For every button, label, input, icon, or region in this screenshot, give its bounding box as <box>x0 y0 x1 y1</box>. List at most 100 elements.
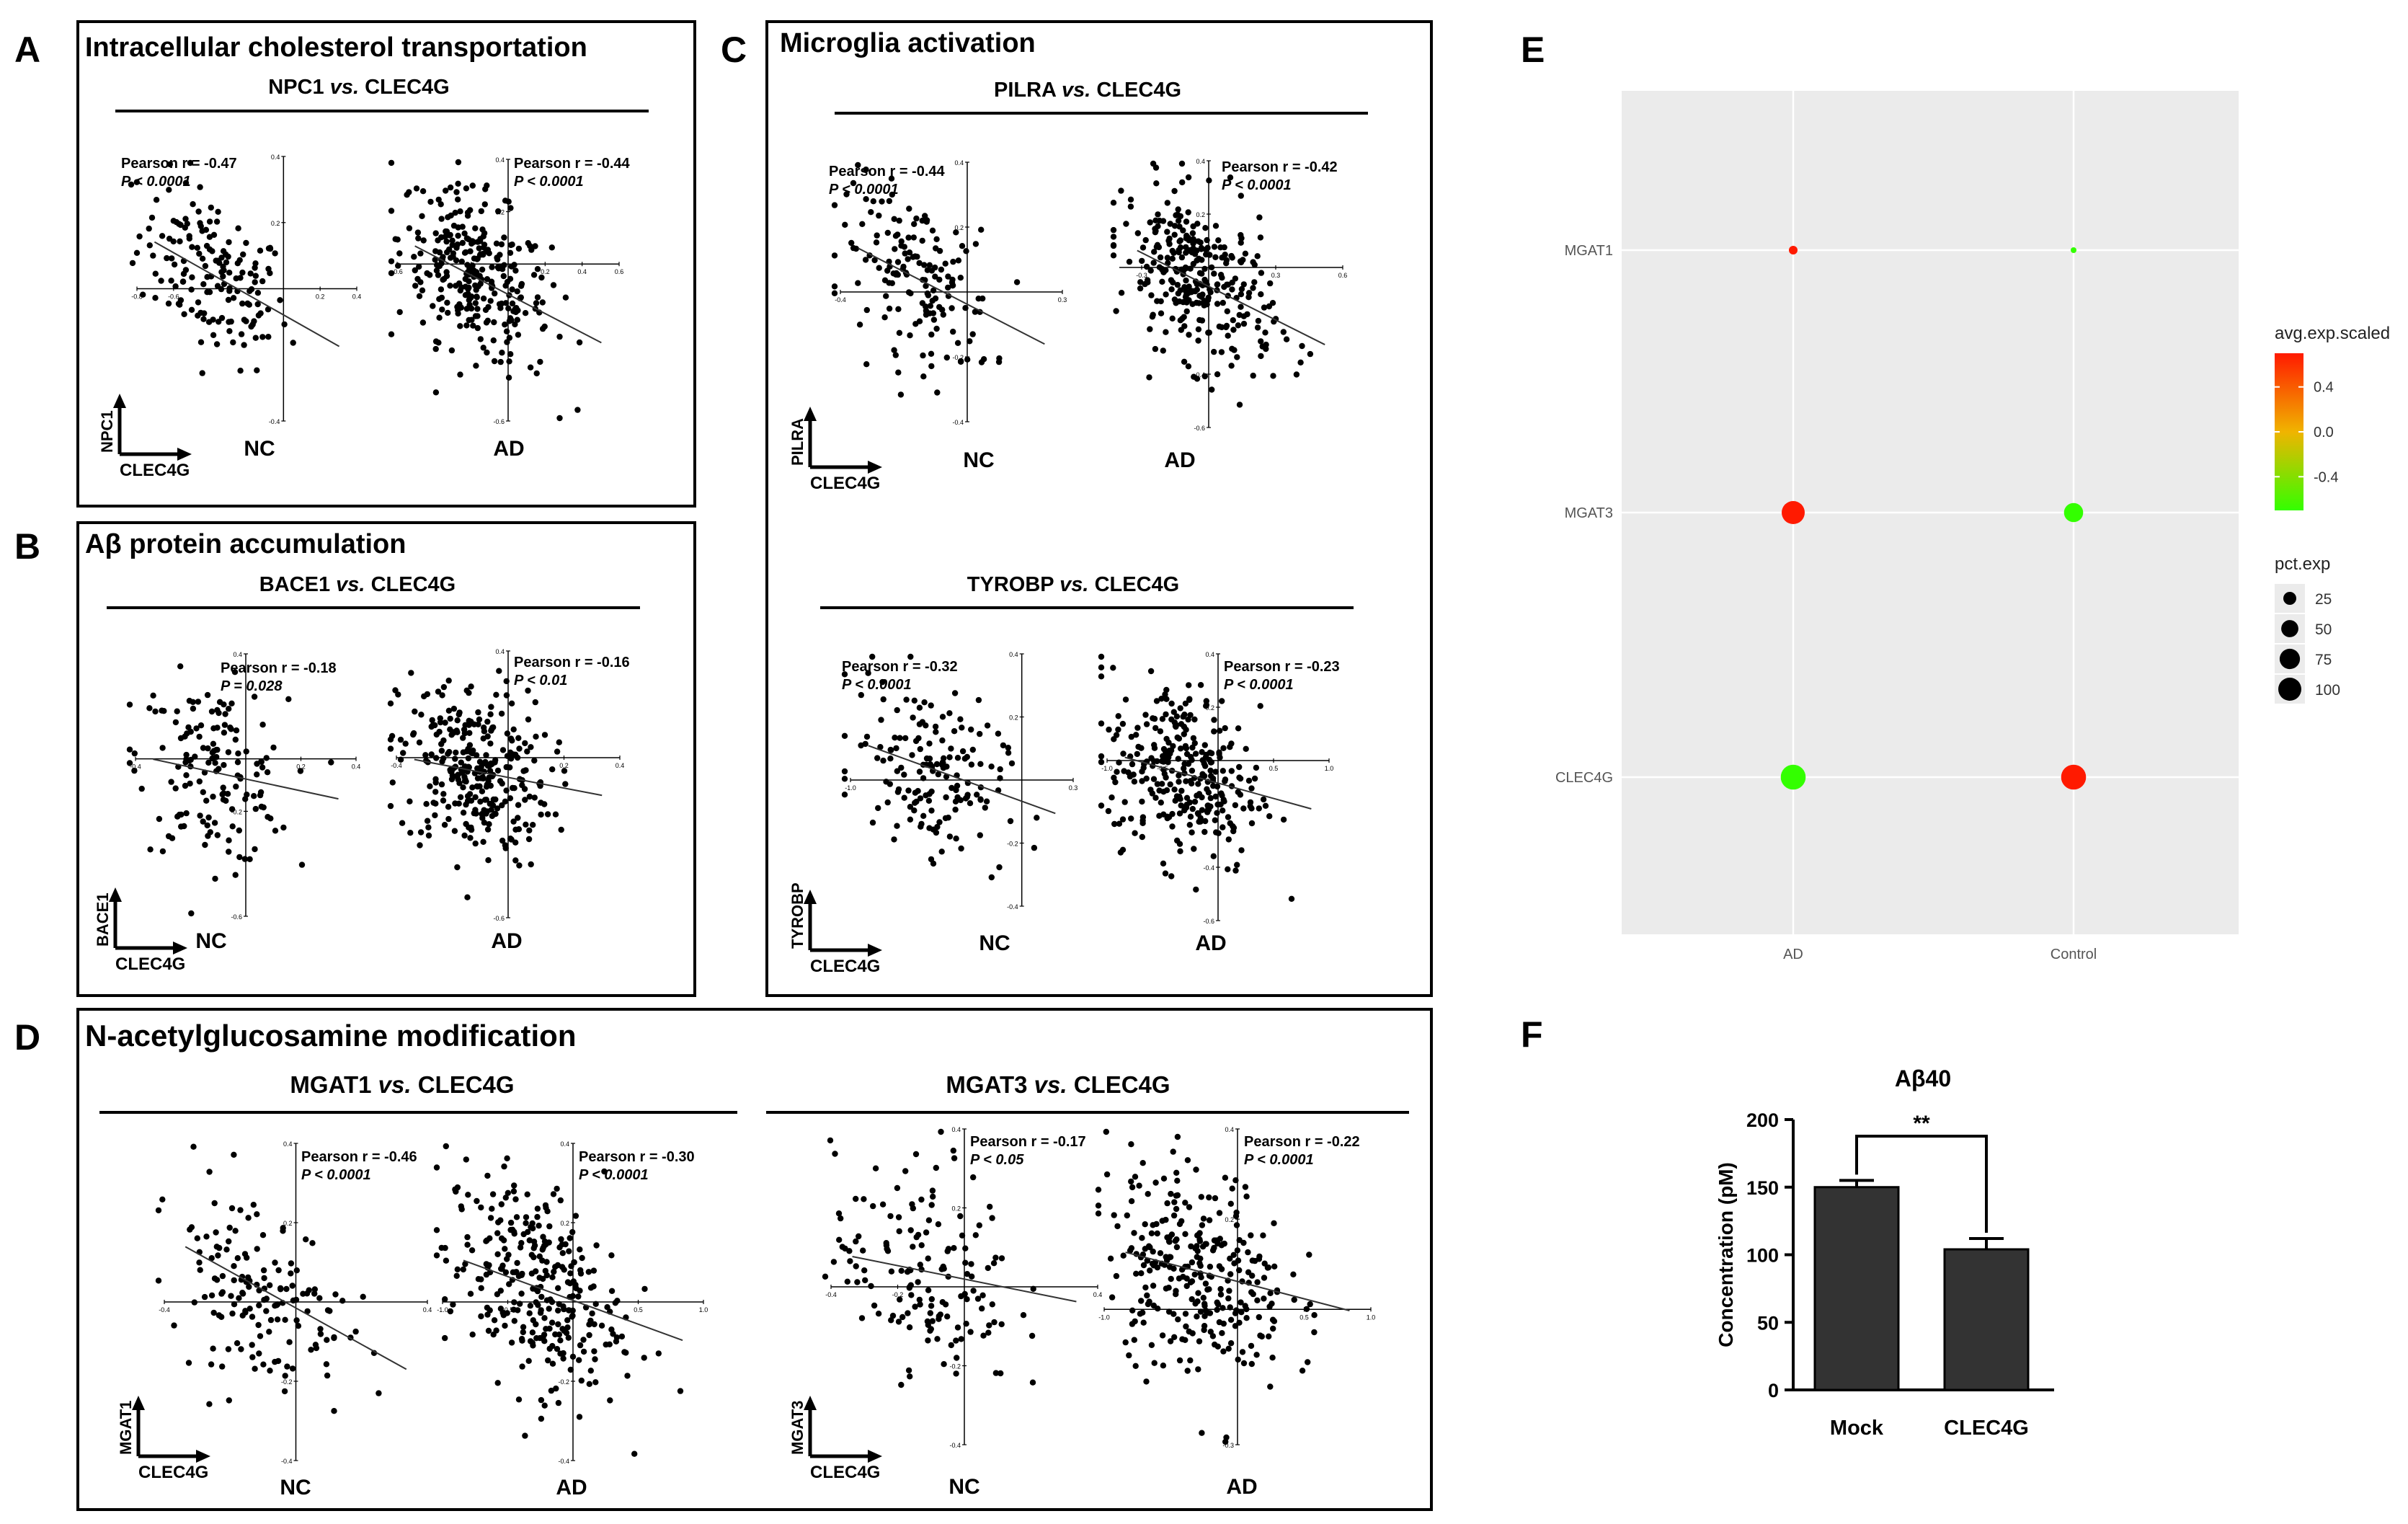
data-point <box>453 189 460 195</box>
data-point <box>164 254 170 262</box>
data-point <box>592 1356 598 1363</box>
data-point <box>461 730 468 737</box>
data-point <box>464 213 471 219</box>
data-point <box>474 293 480 300</box>
data-point <box>460 1266 466 1273</box>
data-point <box>1230 825 1238 831</box>
data-point <box>1280 816 1287 823</box>
data-point <box>231 1263 237 1270</box>
data-point <box>1257 1332 1263 1339</box>
data-point <box>1261 304 1268 311</box>
data-point <box>898 1381 905 1388</box>
size-legend-title: pct.exp <box>2275 554 2330 574</box>
data-point <box>1170 1311 1177 1317</box>
data-point <box>282 1316 288 1324</box>
data-point <box>497 252 503 258</box>
data-point <box>844 1278 851 1285</box>
data-point <box>525 240 531 247</box>
y-tick-label: -0.6 <box>493 915 505 922</box>
panel-d-subtitle-2: MGAT3 vs. CLEC4G <box>946 1071 1170 1098</box>
data-point <box>252 260 259 267</box>
data-point <box>950 1147 957 1154</box>
data-point <box>467 207 474 213</box>
data-point <box>1229 286 1235 293</box>
data-point <box>189 274 195 280</box>
y-category-label: CLEC4G <box>1555 770 1613 786</box>
pearson-r-label: Pearson r = -0.32 <box>842 659 958 675</box>
data-point <box>530 1225 536 1232</box>
data-point <box>468 683 474 690</box>
data-point <box>458 759 464 766</box>
data-point <box>523 1220 529 1226</box>
data-point <box>533 1321 539 1328</box>
data-point <box>1208 264 1215 271</box>
data-point <box>436 728 443 735</box>
data-point <box>1170 1212 1178 1219</box>
data-point <box>1232 1310 1239 1316</box>
data-point <box>900 263 907 270</box>
data-point <box>1216 1210 1223 1216</box>
data-point <box>196 733 203 740</box>
data-point <box>1224 308 1231 314</box>
x-tick-label: 0.4 <box>616 762 625 769</box>
data-point <box>388 732 396 740</box>
data-point <box>953 1337 959 1344</box>
data-point <box>1218 324 1225 331</box>
data-point <box>1186 1328 1193 1335</box>
data-point <box>562 1241 569 1248</box>
data-point <box>196 778 203 785</box>
data-point <box>507 242 515 249</box>
y-axis-title: BACE1 <box>94 892 112 947</box>
data-point <box>1200 1215 1207 1222</box>
regression-line <box>852 1256 1077 1303</box>
data-point <box>547 1296 554 1303</box>
x-category-label: CLEC4G <box>1944 1417 2029 1440</box>
data-point <box>841 732 848 739</box>
data-point <box>525 836 533 843</box>
data-point <box>303 1236 309 1243</box>
data-point <box>586 1321 592 1328</box>
data-point <box>1147 1267 1153 1274</box>
data-point <box>323 1361 330 1368</box>
data-point <box>912 321 919 327</box>
x-arrow-head <box>196 1450 210 1463</box>
data-point <box>1171 231 1178 238</box>
data-point <box>1217 727 1223 734</box>
data-point <box>477 798 484 805</box>
data-point <box>469 784 476 791</box>
data-point <box>1243 1315 1250 1321</box>
data-point <box>1232 275 1239 282</box>
data-point <box>1119 816 1127 823</box>
data-point <box>466 791 474 797</box>
data-point <box>414 229 422 236</box>
data-point <box>511 1299 517 1306</box>
data-point <box>195 208 202 215</box>
data-point <box>863 306 871 314</box>
data-point <box>1110 234 1117 240</box>
data-point <box>252 279 258 285</box>
data-point <box>466 284 472 291</box>
data-point <box>1222 778 1228 784</box>
data-point <box>388 159 395 167</box>
data-point <box>1219 768 1227 774</box>
data-point <box>998 1255 1005 1262</box>
data-point <box>533 300 540 306</box>
data-point <box>1172 1238 1179 1244</box>
data-point <box>974 1295 982 1302</box>
data-point <box>586 1332 592 1339</box>
x-category-label: AD <box>1783 947 1803 962</box>
data-point <box>939 714 946 720</box>
data-point <box>911 807 918 814</box>
data-point <box>539 299 546 306</box>
data-point <box>1254 253 1261 260</box>
data-point <box>1248 805 1255 812</box>
data-point <box>1191 716 1198 723</box>
data-point <box>1171 1334 1178 1341</box>
data-point <box>406 798 413 805</box>
data-point <box>1238 1299 1244 1306</box>
data-point <box>237 1207 244 1213</box>
y-axis-title: MGAT3 <box>788 1401 807 1455</box>
data-point <box>1146 1298 1152 1305</box>
